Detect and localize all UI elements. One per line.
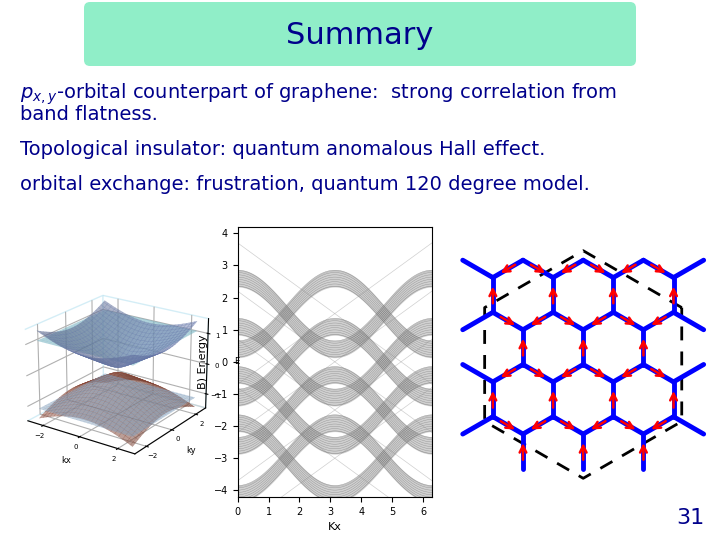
FancyArrowPatch shape — [550, 394, 557, 408]
FancyArrowPatch shape — [580, 446, 587, 460]
FancyArrowPatch shape — [593, 421, 606, 428]
FancyArrowPatch shape — [531, 369, 543, 376]
X-axis label: kx: kx — [61, 456, 71, 465]
Text: band flatness.: band flatness. — [20, 105, 158, 124]
FancyArrowPatch shape — [534, 421, 545, 428]
FancyArrowPatch shape — [520, 446, 526, 460]
FancyArrowPatch shape — [624, 369, 636, 376]
FancyArrowPatch shape — [563, 369, 575, 376]
FancyArrowPatch shape — [670, 289, 677, 303]
FancyArrowPatch shape — [561, 317, 573, 324]
FancyArrowPatch shape — [640, 342, 647, 355]
Y-axis label: B) Energy: B) Energy — [198, 334, 208, 389]
X-axis label: Kx: Kx — [328, 522, 342, 532]
FancyArrowPatch shape — [500, 421, 513, 428]
FancyArrowPatch shape — [550, 289, 557, 303]
FancyArrowPatch shape — [503, 265, 515, 272]
FancyArrowPatch shape — [654, 317, 666, 324]
FancyArrowPatch shape — [652, 369, 663, 376]
FancyArrowPatch shape — [591, 369, 603, 376]
FancyArrowPatch shape — [580, 342, 587, 355]
FancyBboxPatch shape — [84, 2, 636, 66]
Text: 31: 31 — [677, 508, 705, 528]
Text: Topological insulator: quantum anomalous Hall effect.: Topological insulator: quantum anomalous… — [20, 140, 545, 159]
FancyArrowPatch shape — [500, 317, 513, 324]
Text: orbital exchange: frustration, quantum 120 degree model.: orbital exchange: frustration, quantum 1… — [20, 175, 590, 194]
Text: $p_{x,y}$-orbital counterpart of graphene:  strong correlation from: $p_{x,y}$-orbital counterpart of graphen… — [20, 82, 617, 107]
FancyArrowPatch shape — [640, 446, 647, 460]
FancyArrowPatch shape — [490, 289, 496, 303]
FancyArrowPatch shape — [563, 265, 575, 272]
FancyArrowPatch shape — [531, 265, 543, 272]
FancyArrowPatch shape — [621, 421, 633, 428]
FancyArrowPatch shape — [534, 317, 545, 324]
FancyArrowPatch shape — [520, 342, 526, 355]
FancyArrowPatch shape — [490, 394, 496, 408]
FancyArrowPatch shape — [561, 421, 573, 428]
Text: Summary: Summary — [287, 21, 433, 50]
FancyArrowPatch shape — [610, 394, 616, 408]
FancyArrowPatch shape — [654, 421, 666, 428]
FancyArrowPatch shape — [503, 369, 515, 376]
FancyArrowPatch shape — [591, 265, 603, 272]
FancyArrowPatch shape — [621, 317, 633, 324]
FancyArrowPatch shape — [670, 394, 677, 408]
Y-axis label: ky: ky — [186, 447, 196, 455]
FancyArrowPatch shape — [624, 265, 636, 272]
FancyArrowPatch shape — [652, 265, 663, 272]
FancyArrowPatch shape — [610, 289, 616, 303]
FancyArrowPatch shape — [593, 317, 606, 324]
